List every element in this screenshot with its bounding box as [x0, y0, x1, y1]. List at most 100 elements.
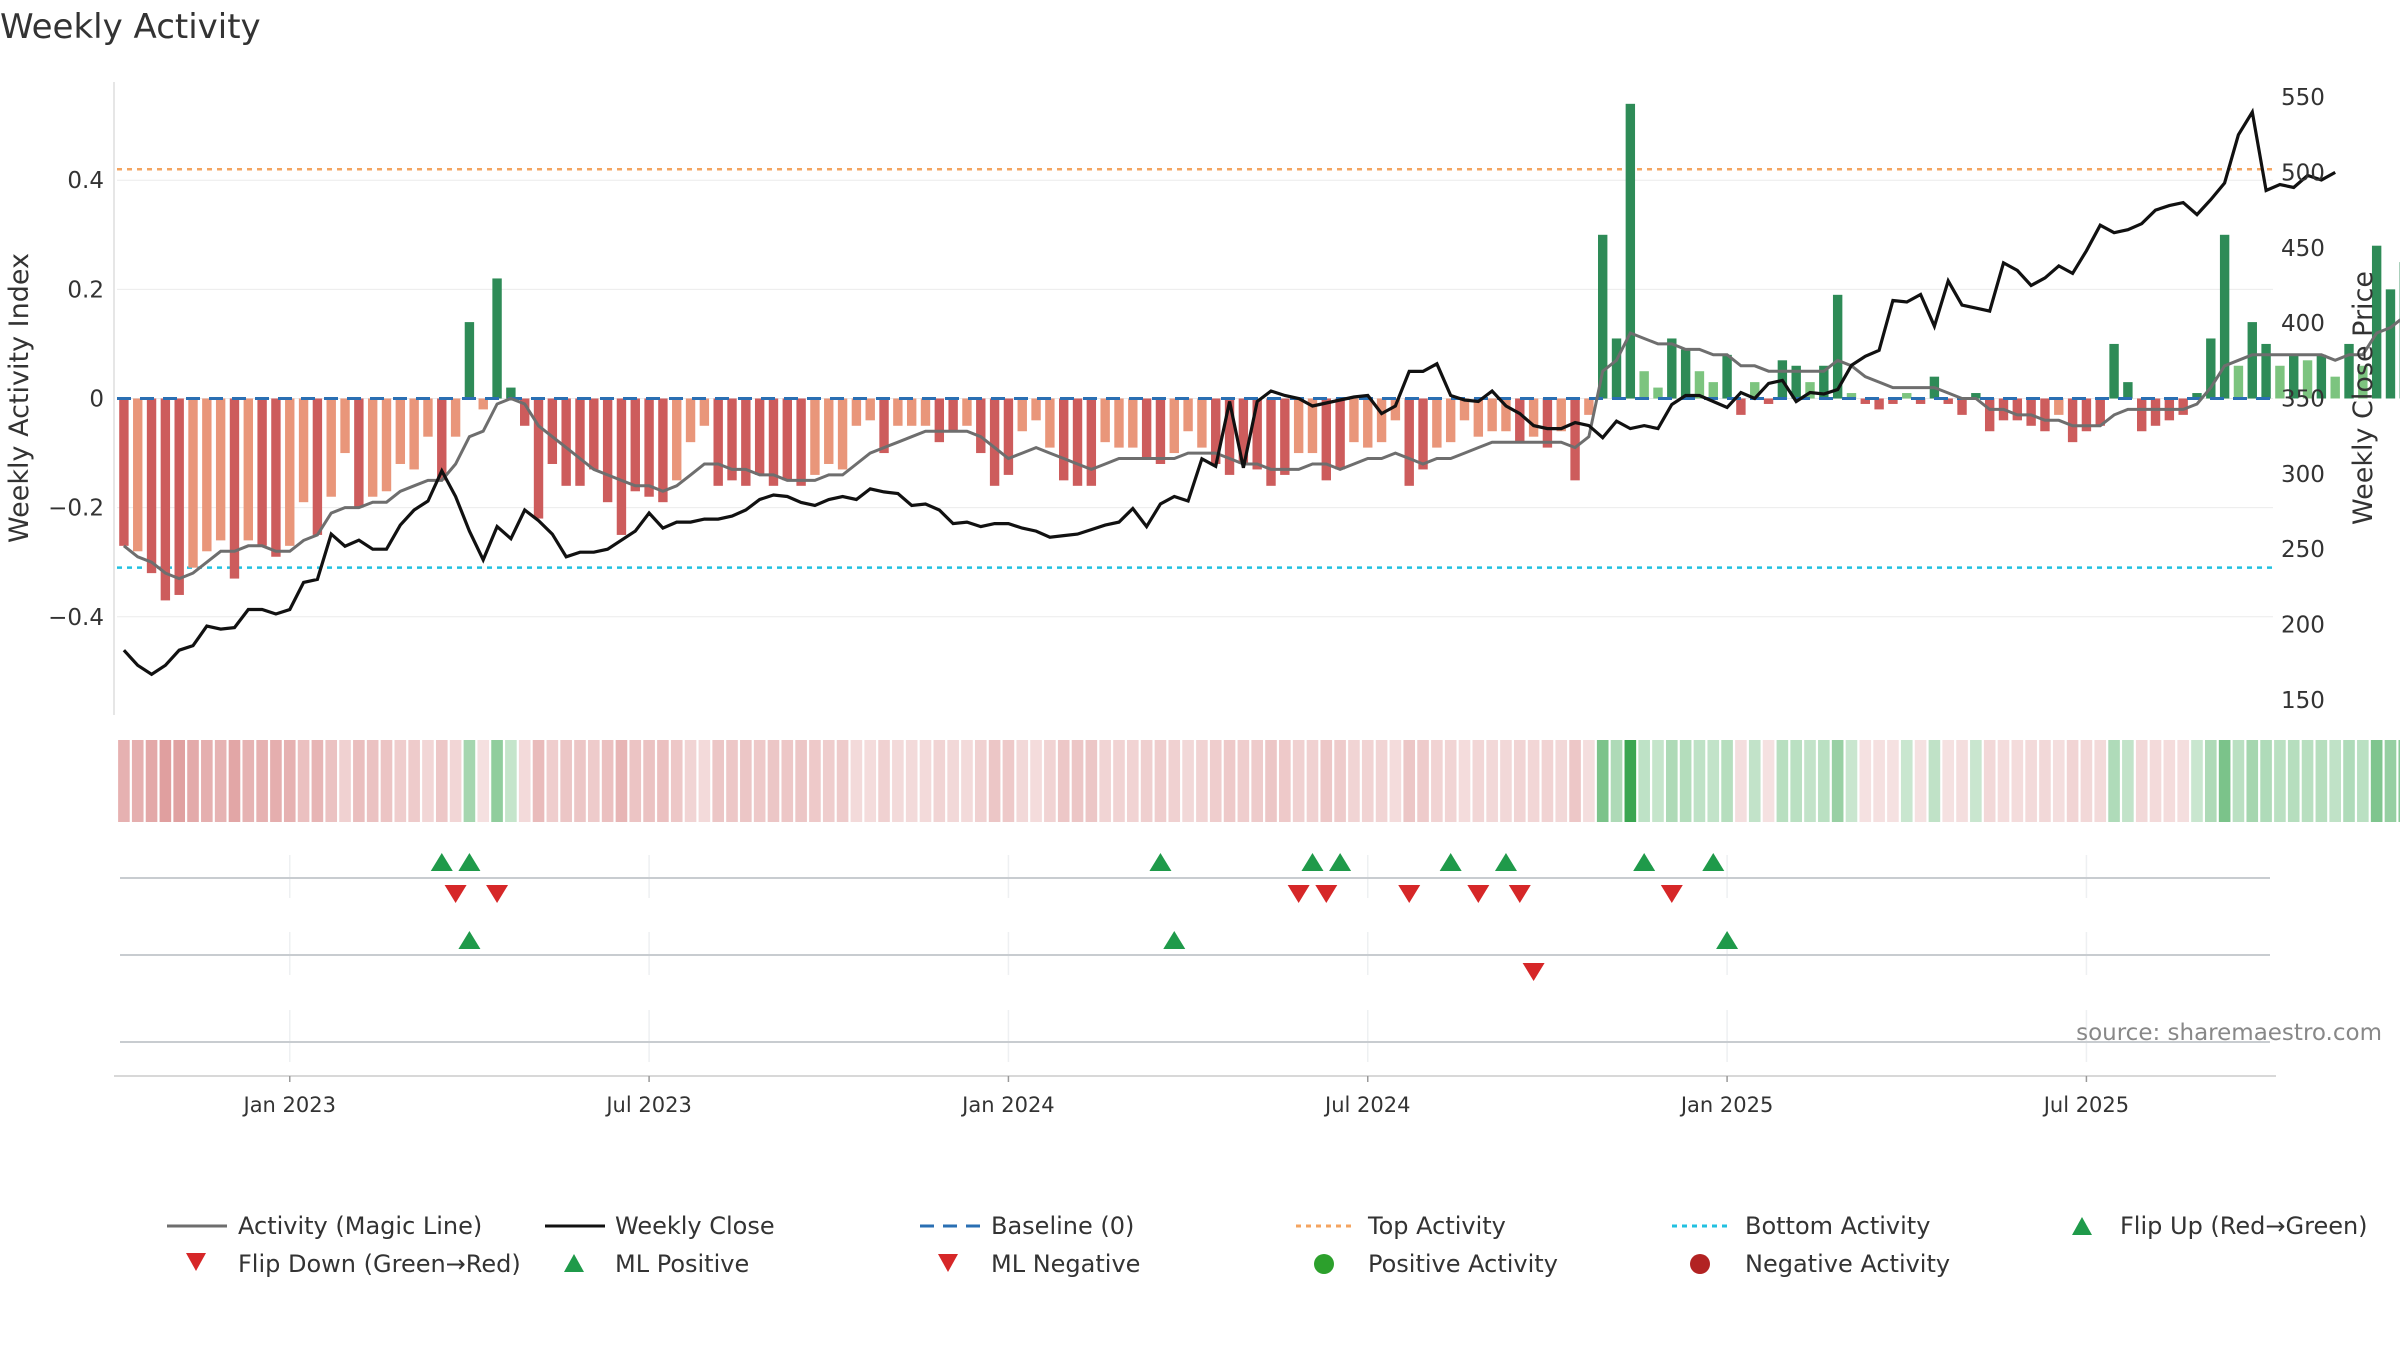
activity-bar — [1680, 349, 1691, 399]
legend-label-negative-activity: Negative Activity — [1745, 1250, 1950, 1278]
activity-bar — [989, 398, 1000, 486]
heat-strip-cell — [1928, 740, 1941, 822]
heat-strip-cell — [892, 740, 904, 822]
heat-strip-cell — [1444, 740, 1457, 822]
left-y-tick-label: −0.2 — [48, 496, 104, 522]
heat-strip-cell — [2301, 740, 2314, 822]
activity-bar — [2275, 365, 2285, 399]
heat-strip-cell — [1583, 740, 1595, 822]
activity-bar — [658, 398, 668, 503]
heat-strip-cell — [366, 740, 379, 822]
left-y-tick-label: 0.2 — [67, 277, 104, 303]
legend-label-weekly-close: Weekly Close — [615, 1212, 775, 1240]
legend-item-top-activity: Top Activity — [1296, 1212, 1506, 1240]
marker-panels — [114, 855, 2276, 1077]
activity-bar — [948, 398, 958, 432]
heat-strip-cell — [2398, 740, 2400, 822]
heat-strip-cell — [947, 740, 959, 822]
magic-line — [122, 318, 2400, 581]
activity-bar — [851, 398, 862, 426]
heat-strip-cell — [380, 740, 393, 822]
heat-strip-cell — [905, 740, 918, 822]
activity-bar — [257, 398, 267, 546]
activity-bar — [1363, 398, 1373, 448]
heat-strip-cell — [173, 740, 185, 822]
activity-bar — [1846, 393, 1857, 399]
left-y-tick-label: 0 — [89, 387, 104, 413]
heat-strip-cell — [1610, 740, 1623, 822]
ml-positive-legend-icon — [564, 1254, 584, 1272]
activity-bar — [2150, 398, 2161, 426]
heat-strip-cell — [1887, 740, 1899, 822]
activity-bar — [1902, 393, 1912, 399]
heat-strip-cell — [1057, 740, 1070, 822]
activity-bar — [1888, 398, 1898, 404]
activity-bar — [1252, 398, 1262, 470]
legend-item-negative-activity: Negative Activity — [1690, 1250, 1950, 1278]
activity-bar — [1515, 398, 1525, 443]
heat-strip-cell — [2260, 740, 2272, 822]
heat-strip-cell — [560, 740, 572, 822]
activity-bar — [1501, 398, 1511, 432]
activity-bar — [575, 398, 585, 486]
activity-bar — [2289, 354, 2299, 399]
activity-bar — [2095, 398, 2105, 426]
activity-bar — [285, 398, 295, 546]
ml-positive-marker — [1716, 931, 1739, 949]
activity-bar — [727, 398, 737, 481]
activity-bar — [1819, 365, 1829, 399]
activity-bar — [630, 398, 640, 492]
heat-strip-cell — [2163, 740, 2176, 822]
legend-label-flip-down: Flip Down (Green→Red) — [238, 1250, 521, 1278]
heat-strip-cell — [159, 740, 172, 822]
activity-bar — [754, 398, 765, 475]
right-y-tick-label: 250 — [2281, 537, 2325, 563]
left-y-tick-label: 0.4 — [67, 168, 104, 194]
activity-bar — [1017, 398, 1027, 432]
activity-bar — [1984, 398, 1995, 432]
activity-bar — [685, 398, 696, 443]
activity-bar — [768, 398, 779, 486]
heat-strip-cell — [629, 740, 642, 822]
ml-positive-marker — [458, 931, 481, 949]
activity-bar — [395, 398, 406, 464]
heat-strip-cell — [919, 740, 932, 822]
heat-strip-cell — [353, 740, 365, 822]
legend-item-magic-line: Activity (Magic Line) — [167, 1212, 482, 1240]
source-note: source: sharemaestro.com — [2076, 1020, 2382, 1046]
activity-bar — [160, 398, 171, 601]
heat-strip-cell — [850, 740, 863, 822]
left-y-ticks: 0.4 0.2 0 −0.2 −0.4 — [48, 168, 104, 631]
right-y-tick-label: 300 — [2281, 462, 2325, 488]
activity-bar — [1653, 387, 1663, 399]
heat-strip-cell — [712, 740, 724, 822]
flip-up-marker — [1702, 853, 1725, 871]
heat-strip-cell — [311, 740, 324, 822]
activity-bar — [2081, 398, 2092, 432]
heat-strip-cell — [601, 740, 614, 822]
heat-strip-cell — [394, 740, 407, 822]
activity-bar — [1445, 398, 1456, 443]
flip-down-marker — [1287, 885, 1310, 903]
left-y-axis-label: Weekly Activity Index — [4, 253, 35, 543]
heat-strip-cell — [1389, 740, 1402, 822]
activity-bar — [1473, 398, 1484, 437]
flip-up-marker — [430, 853, 453, 871]
x-tick-label: Jan 2023 — [242, 1093, 337, 1117]
x-tick-label: Jan 2024 — [960, 1093, 1055, 1117]
flip-up-marker — [1301, 853, 1324, 871]
activity-bar — [1280, 398, 1290, 475]
heat-strip-cell — [574, 740, 586, 822]
activity-bar — [1031, 398, 1041, 421]
heat-strip-cell — [1596, 740, 1609, 822]
activity-bar — [2261, 343, 2271, 399]
ml-negative-marker — [1522, 963, 1545, 981]
x-tick-label: Jul 2024 — [1323, 1093, 1410, 1117]
heat-strip-cell — [809, 740, 821, 822]
activity-bar — [1611, 338, 1622, 399]
heat-strip-cell — [2080, 740, 2093, 822]
heat-strip-cell — [2108, 740, 2120, 822]
ml-positive-marker — [1163, 931, 1186, 949]
activity-bar — [2206, 338, 2216, 399]
heat-strip-cell — [1251, 740, 1263, 822]
